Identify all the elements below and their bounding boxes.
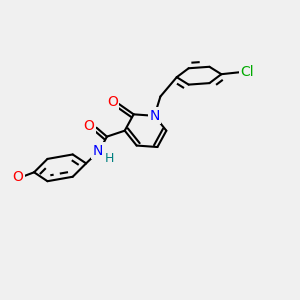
Text: O: O: [84, 119, 94, 133]
Text: N: N: [149, 109, 160, 123]
Text: O: O: [107, 94, 118, 109]
Text: N: N: [93, 144, 103, 158]
Text: Cl: Cl: [240, 65, 254, 79]
Text: H: H: [105, 152, 115, 165]
Text: O: O: [12, 170, 23, 184]
